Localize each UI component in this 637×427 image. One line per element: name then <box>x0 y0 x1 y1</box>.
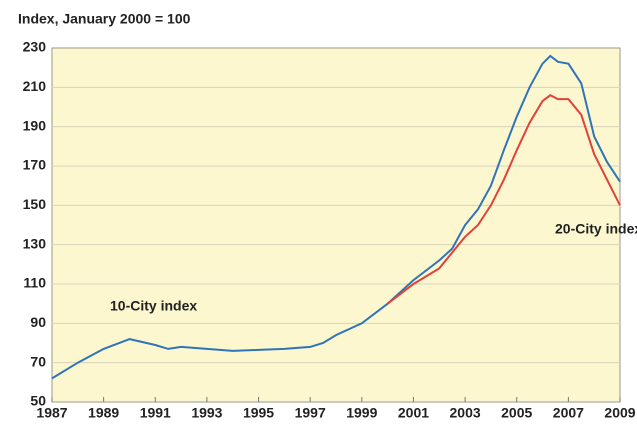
x-tick-label: 2003 <box>450 405 481 421</box>
y-tick-label: 150 <box>23 196 47 212</box>
x-tick-label: 2005 <box>501 405 532 421</box>
y-tick-label: 130 <box>23 235 47 251</box>
x-tick-label: 1991 <box>140 405 171 421</box>
x-tick-label: 2001 <box>398 405 429 421</box>
series-line <box>51 54 621 380</box>
x-tick-label: 1997 <box>295 405 326 421</box>
x-tick-label: 2009 <box>604 405 635 421</box>
y-tick-label: 190 <box>23 117 47 133</box>
y-tick-label: 230 <box>23 39 47 55</box>
series-label: 10-City index <box>110 298 197 314</box>
x-tick-label: 1999 <box>346 405 377 421</box>
y-tick-label: 210 <box>23 78 47 94</box>
x-tick-label: 1989 <box>88 405 119 421</box>
y-tick-label: 70 <box>30 353 46 369</box>
y-tick-label: 110 <box>23 275 46 291</box>
x-tick-label: 1987 <box>36 405 67 421</box>
x-tick-label: 1995 <box>243 405 274 421</box>
series-label: 20-City index <box>555 221 637 237</box>
axis-label: Index, January 2000 = 100 <box>18 11 191 27</box>
series-line <box>386 94 621 305</box>
y-tick-label: 90 <box>30 314 46 330</box>
y-tick-label: 170 <box>23 157 47 173</box>
x-tick-label: 1993 <box>191 405 222 421</box>
y-tick-label: 50 <box>30 393 46 409</box>
plot-area <box>51 47 621 403</box>
x-tick-label: 2007 <box>553 405 584 421</box>
